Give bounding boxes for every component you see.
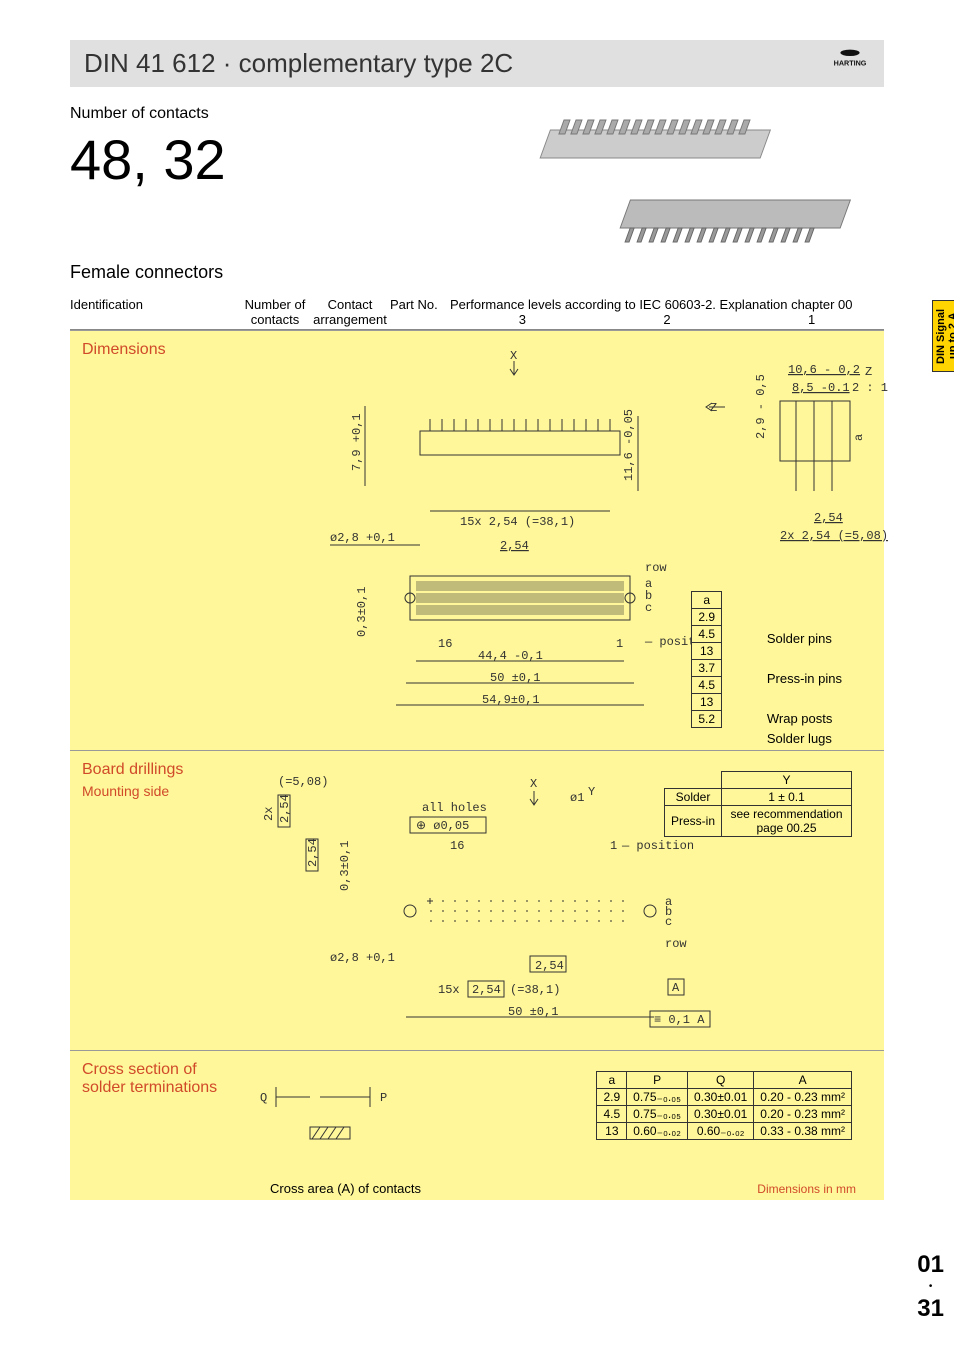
title-bar: DIN 41 612 · complementary type 2C HARTI… bbox=[70, 40, 884, 87]
svg-text:2x: 2x bbox=[262, 807, 276, 821]
svg-text:⊕ ø0,05: ⊕ ø0,05 bbox=[416, 819, 469, 833]
svg-text:Y: Y bbox=[588, 785, 595, 799]
svg-text:1: 1 bbox=[616, 637, 623, 651]
svg-text:row: row bbox=[645, 561, 667, 575]
cross-title: Cross section of solder terminations bbox=[82, 1061, 222, 1097]
cross-section: Cross section of solder terminations Q P… bbox=[70, 1050, 884, 1200]
svg-text:0,3±0,1: 0,3±0,1 bbox=[338, 841, 352, 891]
svg-text:15x: 15x bbox=[438, 983, 460, 997]
svg-text:50 ±0,1: 50 ±0,1 bbox=[490, 671, 540, 685]
svg-text:50 ±0,1: 50 ±0,1 bbox=[508, 1005, 558, 1019]
pin-labels: Solder pins Press-in pins Wrap posts Sol… bbox=[767, 609, 842, 749]
svg-text:2,54: 2,54 bbox=[278, 794, 292, 823]
col-part: Part No. bbox=[390, 297, 450, 327]
svg-text:ø2,8 +0,1: ø2,8 +0,1 bbox=[330, 531, 395, 545]
cross-drawing: Q P bbox=[250, 1061, 510, 1171]
svg-text:2,54: 2,54 bbox=[472, 983, 501, 997]
svg-text:Q: Q bbox=[260, 1091, 267, 1105]
svg-text:Z: Z bbox=[865, 365, 872, 379]
col-arr: Contact arrangement bbox=[310, 297, 390, 327]
svg-text:15x 2,54 (=38,1): 15x 2,54 (=38,1) bbox=[460, 515, 575, 529]
brand-logo: HARTING bbox=[826, 46, 874, 81]
svg-text:2,54: 2,54 bbox=[535, 959, 564, 973]
svg-text:44,4 -0,1: 44,4 -0,1 bbox=[478, 649, 543, 663]
col-ident: Identification bbox=[70, 297, 240, 327]
svg-text:10,6 - 0,2: 10,6 - 0,2 bbox=[788, 363, 860, 377]
svg-text:8,5 -0.1: 8,5 -0.1 bbox=[792, 381, 850, 395]
svg-text:— position: — position bbox=[621, 839, 694, 853]
svg-text:a: a bbox=[852, 434, 866, 441]
svg-text:c: c bbox=[665, 915, 672, 929]
pin-length-table: a 2.9 4.5 13 3.7 4.5 13 5.2 bbox=[691, 591, 722, 728]
svg-text:≡ 0,1 A: ≡ 0,1 A bbox=[654, 1013, 705, 1027]
svg-text:X: X bbox=[510, 349, 517, 363]
svg-text:c: c bbox=[645, 601, 652, 615]
dimensions-title: Dimensions bbox=[82, 341, 166, 359]
svg-text:2,54: 2,54 bbox=[500, 539, 529, 553]
svg-text:A: A bbox=[672, 981, 680, 995]
cross-note: Cross area (A) of contacts bbox=[270, 1181, 421, 1196]
svg-text:row: row bbox=[665, 937, 687, 951]
svg-text:16: 16 bbox=[438, 637, 452, 651]
svg-text:ø1: ø1 bbox=[570, 791, 584, 805]
svg-text:1: 1 bbox=[610, 839, 617, 853]
drillings-title: Board drillings bbox=[82, 761, 183, 779]
col-num: Number of contacts bbox=[240, 297, 310, 327]
svg-text:(=5,08): (=5,08) bbox=[278, 775, 328, 789]
page-title: DIN 41 612 · complementary type 2C bbox=[84, 48, 513, 78]
drillings-sub: Mounting side bbox=[82, 783, 169, 799]
svg-text:2,9 - 0,5: 2,9 - 0,5 bbox=[754, 374, 768, 439]
svg-text:11,6 -0,05: 11,6 -0,05 bbox=[622, 409, 636, 481]
svg-text:16: 16 bbox=[450, 839, 464, 853]
y-table: Y Solder1 ± 0.1 Press-insee recommendati… bbox=[664, 771, 852, 837]
svg-text:(=38,1): (=38,1) bbox=[510, 983, 560, 997]
product-photo bbox=[514, 100, 874, 270]
col-perf: Performance levels according to IEC 6060… bbox=[450, 297, 884, 327]
svg-text:54,9±0,1: 54,9±0,1 bbox=[482, 693, 540, 707]
dimensions-section: Dimensions X 7,9 +0,1 ø2,8 +0,1 11,6 bbox=[70, 330, 884, 750]
side-tab: DIN Signal up to 2 A bbox=[932, 300, 954, 372]
svg-text:2,54: 2,54 bbox=[814, 511, 843, 525]
svg-text:HARTING: HARTING bbox=[834, 59, 867, 68]
svg-text:2x 2,54 (=5,08): 2x 2,54 (=5,08) bbox=[780, 529, 888, 543]
column-headers: Identification Number of contacts Contac… bbox=[70, 297, 884, 330]
cross-table: a P Q A 2.90.75₋₀.₀₅0.30±0.010.20 - 0.23… bbox=[596, 1071, 852, 1140]
svg-text:all holes: all holes bbox=[422, 801, 487, 815]
page-number: 01 • 31 bbox=[917, 1254, 944, 1320]
dim-note: Dimensions in mm bbox=[757, 1182, 856, 1196]
svg-text:7,9 +0,1: 7,9 +0,1 bbox=[350, 413, 364, 471]
drillings-section: Board drillings Mounting side X ø1 Y all… bbox=[70, 750, 884, 1050]
svg-text:X: X bbox=[530, 777, 537, 791]
svg-text:P: P bbox=[380, 1091, 387, 1105]
svg-text:0,3±0,1: 0,3±0,1 bbox=[355, 587, 369, 637]
svg-text:2,54: 2,54 bbox=[306, 838, 320, 867]
svg-text:ø2,8 +0,1: ø2,8 +0,1 bbox=[330, 951, 395, 965]
svg-text:2 : 1: 2 : 1 bbox=[852, 381, 888, 395]
